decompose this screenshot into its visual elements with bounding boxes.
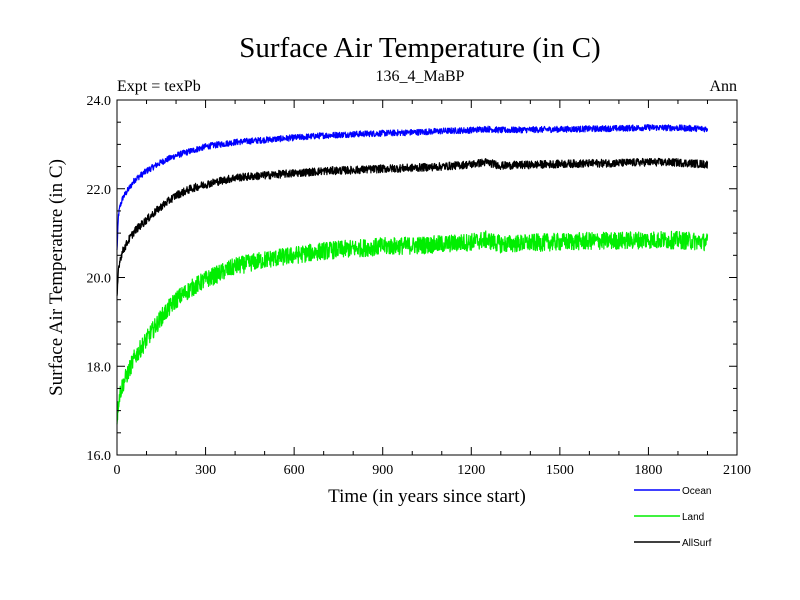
experiment-label: Expt = texPb [117,78,201,95]
series-line-ocean [116,123,709,250]
x-tick-label: 300 [195,463,216,478]
legend-label-allsurf: AllSurf [682,538,712,549]
y-tick-label: 22.0 [87,183,112,198]
series-line-land [116,230,709,425]
x-tick-label: 2100 [723,463,751,478]
tick-labels-layer: 0 300 600 900 1200 1500 1800 2100 16.0 18.0 20.0 22… [87,94,752,478]
x-axis-label: Time (in years since start) [328,486,526,507]
x-tick-label: 900 [372,463,393,478]
x-tick-label: 1500 [546,463,574,478]
series-layer [116,123,709,425]
legend-label-land: Land [682,512,704,523]
y-axis-label: Surface Air Temperature (in C) [46,159,67,396]
y-tick-label: 20.0 [87,272,112,287]
x-tick-label: 1200 [457,463,485,478]
y-tick-label: 18.0 [87,360,112,375]
series-line-allsurf [116,157,709,297]
ticks-layer [116,99,738,456]
legend-label-ocean: Ocean [682,486,711,497]
x-tick-label: 0 [114,463,121,478]
legend: Ocean Land AllSurf [634,486,712,549]
x-tick-label: 1800 [634,463,662,478]
x-tick-label: 600 [284,463,305,478]
y-tick-label: 16.0 [87,449,112,464]
season-label: Ann [709,78,737,95]
chart-title: Surface Air Temperature (in C) [239,32,600,64]
y-tick-label: 24.0 [87,94,112,109]
chart-subtitle: 136_4_MaBP [376,68,465,85]
